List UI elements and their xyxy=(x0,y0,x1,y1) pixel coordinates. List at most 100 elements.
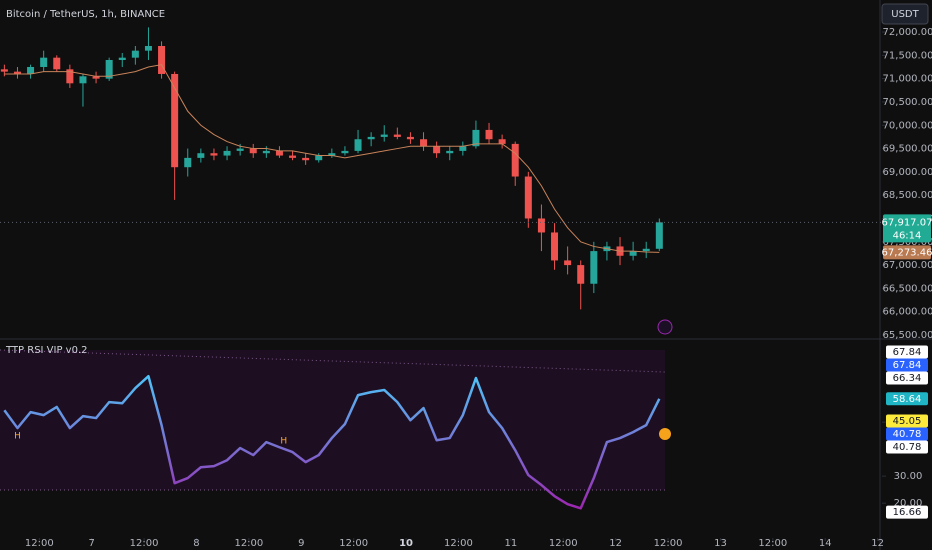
value-box xyxy=(886,505,928,519)
candle-body xyxy=(433,146,441,154)
y-tick-label: 69,500.00 xyxy=(883,144,932,155)
candle-body xyxy=(13,71,21,74)
candle-body xyxy=(144,46,152,51)
x-tick-label: 7 xyxy=(89,538,95,549)
x-tick-label: 8 xyxy=(193,538,199,549)
candle-body xyxy=(210,153,218,156)
y-tick-label: 71,500.00 xyxy=(883,50,932,61)
currency-button[interactable] xyxy=(881,3,929,25)
candle-body xyxy=(158,46,166,74)
value-box-label: 16.66 xyxy=(893,507,922,518)
candle-body xyxy=(66,69,74,84)
y-tick-label: 68,500.00 xyxy=(883,190,932,201)
x-tick-label: 12:00 xyxy=(758,538,787,549)
y-tick-label: 71,000.00 xyxy=(883,74,932,85)
candle-body xyxy=(524,176,532,219)
last-price-box xyxy=(883,214,931,243)
candle-body xyxy=(289,155,297,158)
y-tick-label: 20.00 xyxy=(894,498,923,509)
value-box xyxy=(886,358,928,372)
value-box-label: 45.05 xyxy=(893,416,922,427)
candle-body xyxy=(380,134,388,137)
candle-body xyxy=(420,139,428,147)
candle-body xyxy=(302,157,310,161)
value-box-label: 67.84 xyxy=(893,347,922,358)
candle-body xyxy=(79,76,87,84)
y-tick-label: 72,000.00 xyxy=(883,27,932,38)
value-box-label: 40.78 xyxy=(893,429,922,440)
band-upper xyxy=(0,349,666,373)
candle-body xyxy=(184,157,192,168)
candle-body xyxy=(118,57,126,60)
x-tick-label: 12:00 xyxy=(130,538,159,549)
y-tick-label: 30.00 xyxy=(894,471,923,482)
x-tick-label: 11 xyxy=(504,538,517,549)
candle-body xyxy=(446,150,454,154)
candle-body xyxy=(498,139,506,144)
candle-body xyxy=(354,139,362,151)
candle-body xyxy=(551,232,559,261)
value-box xyxy=(886,427,928,441)
candle-body xyxy=(53,57,61,70)
x-tick-label: 12:00 xyxy=(339,538,368,549)
candle-body xyxy=(564,260,572,266)
candle-body xyxy=(197,153,205,158)
candle-body xyxy=(472,129,480,147)
candle-body xyxy=(249,148,257,154)
value-box-label: 67.84 xyxy=(893,360,922,371)
rsi-line xyxy=(3,374,661,510)
x-tick-label: 12 xyxy=(871,538,884,549)
candle-body xyxy=(131,50,139,58)
x-tick-label: 13 xyxy=(714,538,727,549)
chart-title: Bitcoin / TetherUS, 1h, BINANCE xyxy=(6,9,165,20)
candle-body xyxy=(406,136,414,140)
moving-average xyxy=(4,64,660,253)
value-box xyxy=(886,440,928,454)
candle-body xyxy=(275,150,283,156)
candle-body xyxy=(105,59,113,79)
candle-body xyxy=(485,129,493,140)
x-tick-label: 14 xyxy=(819,538,832,549)
candle-body xyxy=(590,251,598,284)
x-tick-label: 12:00 xyxy=(654,538,683,549)
candle-body xyxy=(577,265,585,284)
x-tick-label: 12:00 xyxy=(25,538,54,549)
value-box xyxy=(886,414,928,428)
value-box xyxy=(886,345,928,359)
value-box xyxy=(886,371,928,385)
candle-body xyxy=(459,146,467,151)
countdown-label: 46:14 xyxy=(893,230,922,241)
x-tick-label: 12:00 xyxy=(444,538,473,549)
y-tick-label: 65,500.00 xyxy=(883,330,932,341)
candle-body xyxy=(629,251,637,256)
candle-body xyxy=(262,150,270,154)
candle-body xyxy=(537,218,545,233)
rsi-band xyxy=(0,350,665,490)
x-tick-label: 12:00 xyxy=(234,538,263,549)
candle-body xyxy=(223,150,231,156)
alert-icon[interactable] xyxy=(657,319,673,335)
candle-body xyxy=(655,222,663,249)
candle-body xyxy=(40,57,48,67)
value-box-label: 66.34 xyxy=(893,373,922,384)
candle-body xyxy=(393,134,401,137)
candle-body xyxy=(511,143,519,177)
ma-value-label: 67,273.46 xyxy=(882,247,932,258)
y-tick-label: 70,500.00 xyxy=(883,97,932,108)
value-box xyxy=(886,392,928,406)
currency-label[interactable]: USDT xyxy=(891,9,919,20)
candle-body xyxy=(0,69,8,72)
annotation: H xyxy=(280,437,287,447)
x-tick-label: 12:00 xyxy=(549,538,578,549)
value-box-label: 40.78 xyxy=(893,442,922,453)
y-tick-label: 67,000.00 xyxy=(883,260,932,271)
candle-body xyxy=(642,248,650,252)
candle-body xyxy=(341,150,349,154)
x-tick-label: 12 xyxy=(609,538,622,549)
indicator-title: TTP RSI VIP v0.2 xyxy=(5,345,88,356)
candle-body xyxy=(328,153,336,156)
annotation: H xyxy=(14,432,21,442)
x-tick-label: 9 xyxy=(298,538,304,549)
x-tick-label: 10 xyxy=(399,538,413,549)
